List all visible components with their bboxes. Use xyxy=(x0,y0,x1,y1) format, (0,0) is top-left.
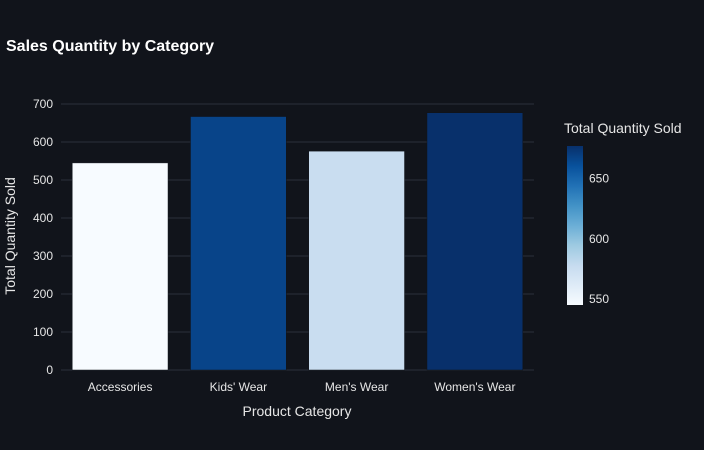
x-tick-label: Men's Wear xyxy=(325,380,388,394)
bar[interactable] xyxy=(426,112,524,371)
x-axis-ticks: Accessories Kids' Wear Men's Wear Women's W… xyxy=(88,380,516,394)
colorbar-tick-label: 650 xyxy=(589,172,609,186)
x-tick-label: Women's Wear xyxy=(434,380,515,394)
y-tick-label: 600 xyxy=(33,135,53,149)
y-tick-label: 100 xyxy=(33,325,53,339)
colorbar-tick-label: 600 xyxy=(589,232,609,246)
y-axis-ticks: 0 100 200 300 400 500 600 700 xyxy=(33,97,53,377)
y-tick-label: 700 xyxy=(33,97,53,111)
colorbar: Total Quantity Sold 550 600 650 xyxy=(564,120,682,306)
colorbar-gradient xyxy=(567,146,583,305)
colorbar-title: Total Quantity Sold xyxy=(564,120,682,136)
bar[interactable] xyxy=(308,150,405,371)
y-axis-label: Total Quantity Sold xyxy=(2,177,18,295)
x-tick-label: Kids' Wear xyxy=(210,380,267,394)
chart-title: Sales Quantity by Category xyxy=(6,38,214,55)
x-tick-label: Accessories xyxy=(88,380,153,394)
bar[interactable] xyxy=(71,162,169,371)
y-tick-label: 200 xyxy=(33,287,53,301)
x-axis-label: Product Category xyxy=(243,403,352,419)
y-tick-label: 0 xyxy=(46,363,53,377)
colorbar-tick-label: 550 xyxy=(589,292,609,306)
y-tick-label: 500 xyxy=(33,173,53,187)
y-tick-label: 300 xyxy=(33,249,53,263)
bars xyxy=(71,112,524,371)
colorbar-ticks: 550 600 650 xyxy=(589,172,609,306)
bar[interactable] xyxy=(190,116,287,371)
y-tick-label: 400 xyxy=(33,211,53,225)
